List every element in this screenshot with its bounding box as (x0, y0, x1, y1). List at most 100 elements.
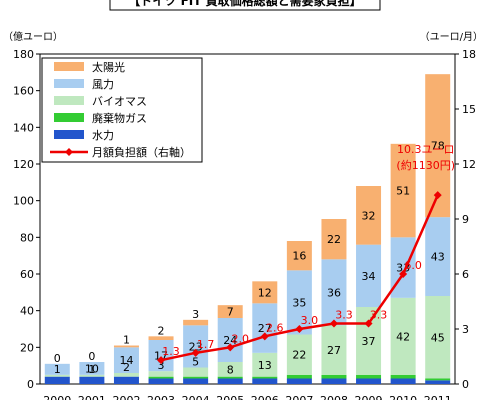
bar-segment (79, 376, 105, 384)
bar-value-label: 3 (192, 308, 199, 321)
burden-point (226, 343, 235, 352)
legend-label: 風力 (92, 78, 114, 91)
bar-segment (217, 376, 243, 379)
bar-segment (252, 303, 278, 353)
burden-value-label: 6.0 (404, 259, 422, 272)
right-axis-tick-label: 12 (462, 158, 476, 171)
bar-segment (44, 374, 70, 377)
x-tick-label: 2000 (43, 394, 71, 400)
bar-value-label: 43 (431, 251, 445, 264)
bar-value-label: 24 (223, 334, 237, 347)
burden-value-label: 3.3 (335, 309, 353, 322)
right-axis-tick-label: 18 (462, 48, 476, 61)
bar-segment (183, 367, 209, 377)
right-axis-tick-label: 9 (462, 213, 469, 226)
bar-segment (356, 378, 382, 384)
legend-label: バイオマス (92, 95, 147, 108)
x-tick-label: 2011 (424, 394, 452, 400)
bar-segment (183, 378, 209, 384)
right-axis-unit: （ユーロ/月） (420, 31, 483, 43)
legend-label: 廃棄物ガス (92, 111, 147, 125)
bar-segment (390, 297, 416, 375)
bar-segment (183, 376, 209, 379)
burden-point (295, 325, 304, 333)
bar-segment (148, 371, 174, 377)
bar-segment (79, 362, 105, 375)
bar-value-label: 1 (88, 363, 95, 376)
burden-value-label: 1.7 (197, 338, 215, 351)
bar-segment (183, 325, 209, 368)
bar-value-label: 22 (327, 233, 341, 246)
bar-value-label: 3 (158, 359, 165, 372)
bar-value-label: 22 (292, 349, 306, 362)
bar-segment (113, 345, 139, 348)
bar-segment (286, 374, 312, 379)
legend-label: 月額負担額（右軸） (92, 145, 191, 159)
burden-point (399, 270, 408, 278)
bar-segment (390, 143, 416, 238)
legend-label: 太陽光 (92, 60, 125, 74)
legend-swatch (54, 96, 84, 105)
burden-point (433, 191, 442, 200)
left-axis-tick-label: 180 (13, 48, 34, 61)
bar-segment (425, 378, 451, 381)
bar-segment (252, 352, 278, 377)
bar-segment (390, 374, 416, 379)
bar-value-label: 23 (189, 340, 203, 353)
right-axis-tick-label: 6 (462, 268, 469, 281)
bar-segment (356, 186, 382, 245)
legend-label: 水力 (92, 129, 114, 142)
bar-value-label: 37 (362, 335, 376, 348)
bar-segment (425, 217, 451, 296)
right-axis-tick-label: 0 (462, 378, 469, 391)
bar-value-label: 1 (54, 363, 61, 376)
bar-segment (183, 319, 209, 326)
bar-segment (217, 318, 243, 362)
left-axis-tick-label: 100 (13, 195, 34, 208)
bar-value-label: 27 (327, 344, 341, 357)
bar-segment (217, 378, 243, 384)
title-box (109, 0, 381, 11)
bar-value-label: 32 (362, 209, 376, 222)
right-axis-tick-label: 3 (462, 323, 469, 336)
bar-segment (286, 378, 312, 384)
bar-value-label: 45 (431, 331, 445, 344)
burden-value-label: 1.3 (162, 345, 180, 358)
burden-value-label: 3.0 (301, 314, 319, 327)
bar-value-label: 0 (88, 350, 95, 363)
burden-annotation: (約1130円) (396, 158, 455, 172)
x-tick-label: 2002 (112, 394, 140, 400)
x-tick-label: 2004 (182, 394, 210, 400)
legend-swatch (54, 79, 84, 88)
bar-segment (252, 281, 278, 304)
legend-box (41, 57, 203, 163)
bar-segment (356, 374, 382, 379)
burden-value-label: 2.0 (231, 332, 249, 345)
bar-segment (44, 376, 70, 384)
legend-line-marker (65, 148, 73, 156)
bar-value-label: 10 (85, 362, 99, 375)
bar-value-label: 7 (227, 306, 234, 319)
bar-segment (252, 376, 278, 379)
bar-segment (390, 378, 416, 384)
bar-value-label: 42 (396, 330, 410, 343)
bar-value-label: 2 (158, 324, 165, 337)
bar-value-label: 34 (362, 270, 376, 283)
bar-segment (113, 373, 139, 377)
burden-value-label: 3.3 (370, 309, 388, 322)
left-axis-tick-label: 20 (20, 341, 34, 354)
burden-point (191, 348, 200, 357)
bar-segment (148, 376, 174, 379)
x-tick-label: 2009 (355, 394, 383, 400)
bar-value-label: 2 (123, 361, 130, 374)
left-axis-tick-label: 60 (20, 268, 34, 281)
bar-value-label: 27 (258, 322, 272, 335)
legend-swatch (54, 62, 84, 71)
burden-value-label: 2.6 (266, 321, 284, 334)
x-tick-label: 2008 (320, 394, 348, 400)
bar-value-label: 16 (292, 250, 306, 263)
bar-value-label: 8 (227, 363, 234, 376)
bar-segment (286, 334, 312, 375)
bar-segment (113, 347, 139, 373)
x-tick-label: 2003 (147, 394, 175, 400)
